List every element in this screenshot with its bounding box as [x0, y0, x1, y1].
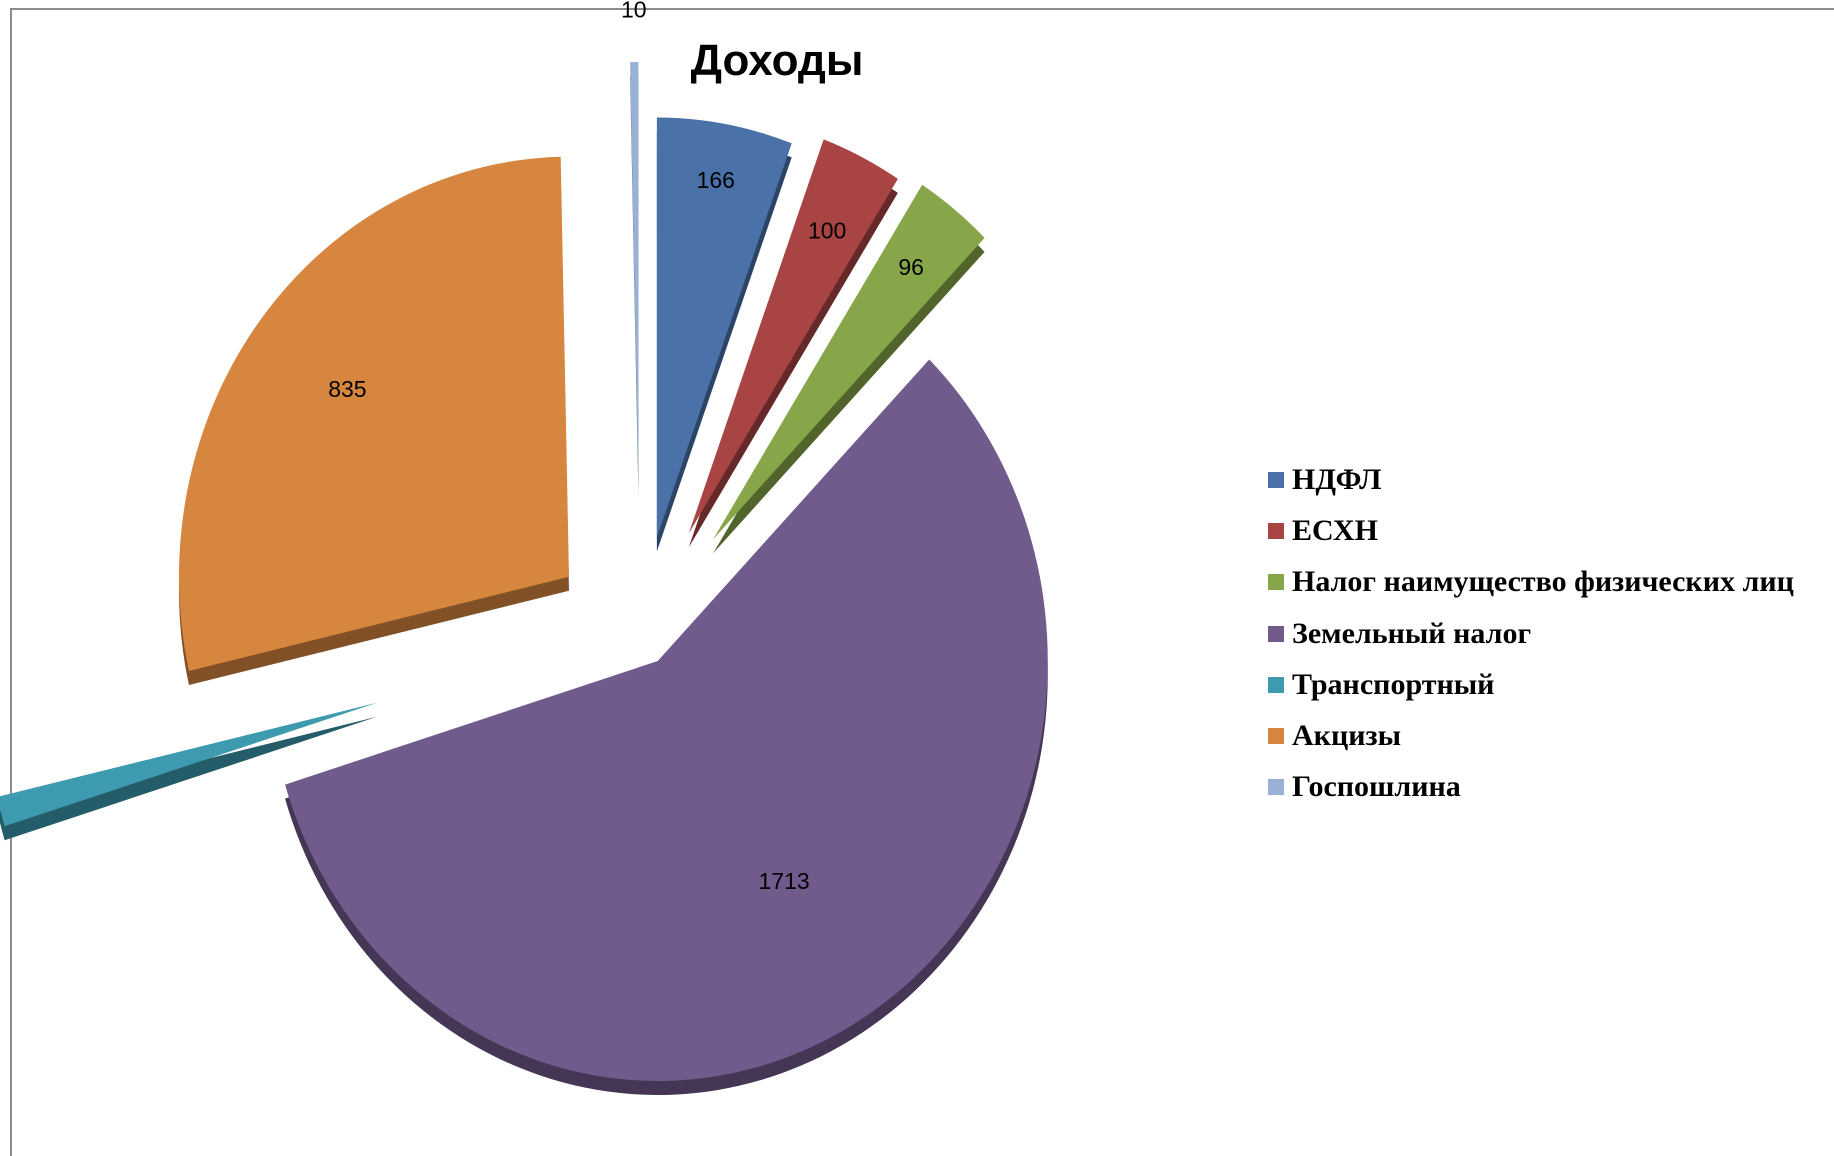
legend-label: Акцизы — [1292, 719, 1401, 753]
pie-slice — [630, 62, 639, 483]
legend: НДФЛ ЕСХН Налог наимущество физических лиц… — [1268, 454, 1794, 813]
legend-label: Госпошлина — [1292, 770, 1461, 804]
legend-item: Налог наимущество физических лиц — [1268, 557, 1794, 608]
legend-item: ЕСХН — [1268, 505, 1794, 556]
data-label: 10 — [621, 0, 647, 23]
pie-slice — [656, 117, 792, 538]
pie-data-labels: 1661009617133483510 — [328, 0, 924, 894]
pie-slice-side — [0, 716, 378, 841]
legend-item: Госпошлина — [1268, 762, 1794, 813]
pie-slices — [0, 62, 1048, 1095]
pie-slice — [713, 184, 985, 540]
legend-swatch — [1268, 676, 1284, 693]
pie-slice — [0, 702, 378, 827]
data-label: 96 — [898, 254, 924, 280]
legend-swatch — [1268, 522, 1284, 539]
data-label: 166 — [697, 167, 735, 193]
chart-title: Доходы — [690, 36, 864, 85]
pie-slice — [285, 359, 1048, 1081]
legend-item: Земельный налог — [1268, 608, 1794, 659]
legend-label: ЕСХН — [1292, 513, 1378, 547]
pie-slice — [178, 156, 569, 672]
data-label: 1713 — [759, 868, 810, 894]
legend-label: Земельный налог — [1292, 616, 1532, 650]
legend-swatch — [1268, 574, 1284, 591]
data-label: 100 — [808, 217, 846, 243]
legend-item: НДФЛ — [1268, 454, 1794, 505]
legend-swatch — [1268, 625, 1284, 642]
legend-item: Транспортный — [1268, 659, 1794, 710]
legend-swatch — [1268, 471, 1284, 488]
legend-swatch — [1268, 779, 1284, 796]
legend-label: НДФЛ — [1292, 462, 1382, 496]
legend-swatch — [1268, 728, 1284, 745]
data-label: 835 — [328, 376, 366, 402]
legend-item: Акцизы — [1268, 710, 1794, 761]
pie-slice — [688, 139, 898, 534]
legend-label: Налог наимущество физических лиц — [1292, 565, 1794, 599]
legend-label: Транспортный — [1292, 667, 1495, 701]
